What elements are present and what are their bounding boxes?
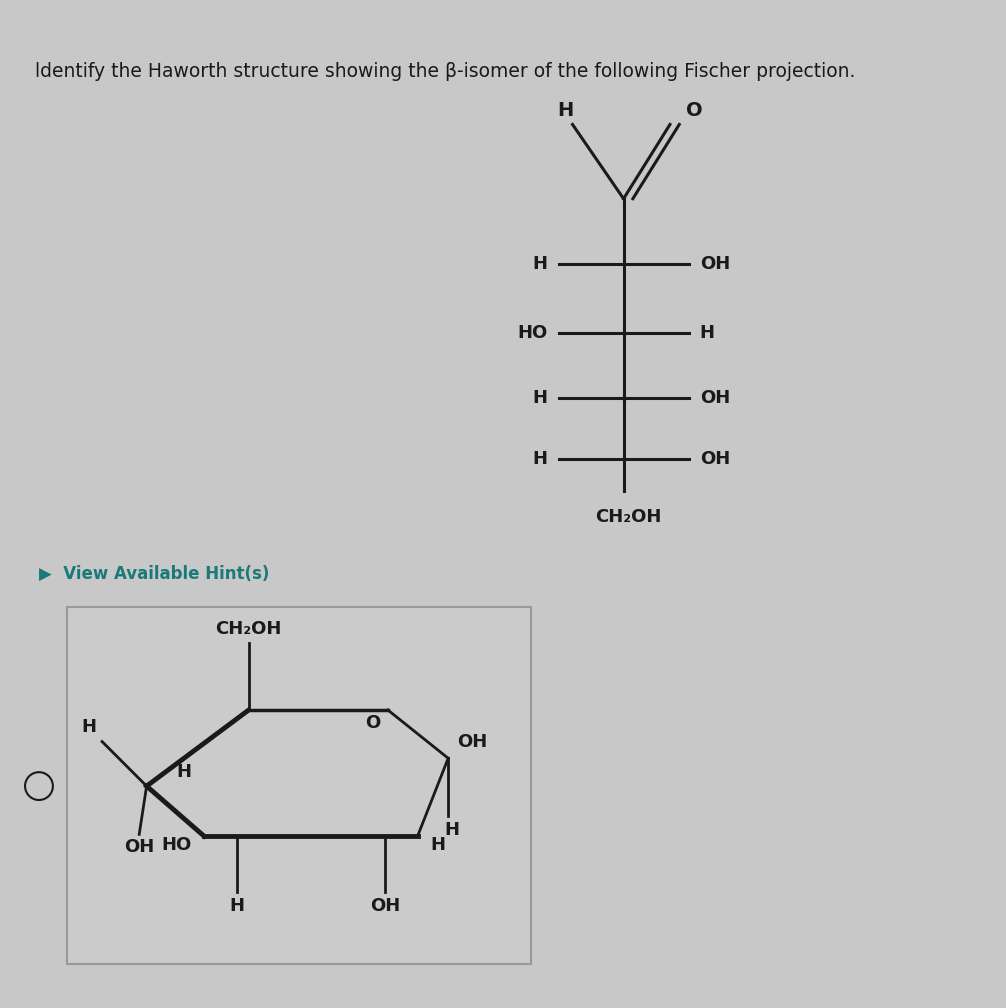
Text: H: H <box>532 450 547 468</box>
Text: CH₂OH: CH₂OH <box>215 620 282 638</box>
Text: H: H <box>176 763 191 781</box>
Text: OH: OH <box>699 255 730 273</box>
Text: OH: OH <box>124 838 154 856</box>
Text: O: O <box>365 714 380 732</box>
Text: HO: HO <box>161 837 191 855</box>
Text: OH: OH <box>699 389 730 407</box>
Text: H: H <box>229 897 244 915</box>
Text: H: H <box>445 822 460 840</box>
Text: H: H <box>81 718 97 736</box>
Text: OH: OH <box>370 897 400 915</box>
Text: HO: HO <box>517 325 547 343</box>
Text: ▶  View Available Hint(s): ▶ View Available Hint(s) <box>39 565 270 584</box>
Text: O: O <box>686 101 702 120</box>
Text: CH₂OH: CH₂OH <box>595 508 661 526</box>
Text: H: H <box>557 101 573 120</box>
Text: H: H <box>532 255 547 273</box>
Text: H: H <box>532 389 547 407</box>
Text: H: H <box>431 837 446 855</box>
Text: OH: OH <box>458 733 488 751</box>
Text: ldentify the Haworth structure showing the β-isomer of the following Fischer pro: ldentify the Haworth structure showing t… <box>35 62 856 82</box>
Text: OH: OH <box>699 450 730 468</box>
FancyBboxPatch shape <box>66 607 531 965</box>
Text: H: H <box>699 325 714 343</box>
